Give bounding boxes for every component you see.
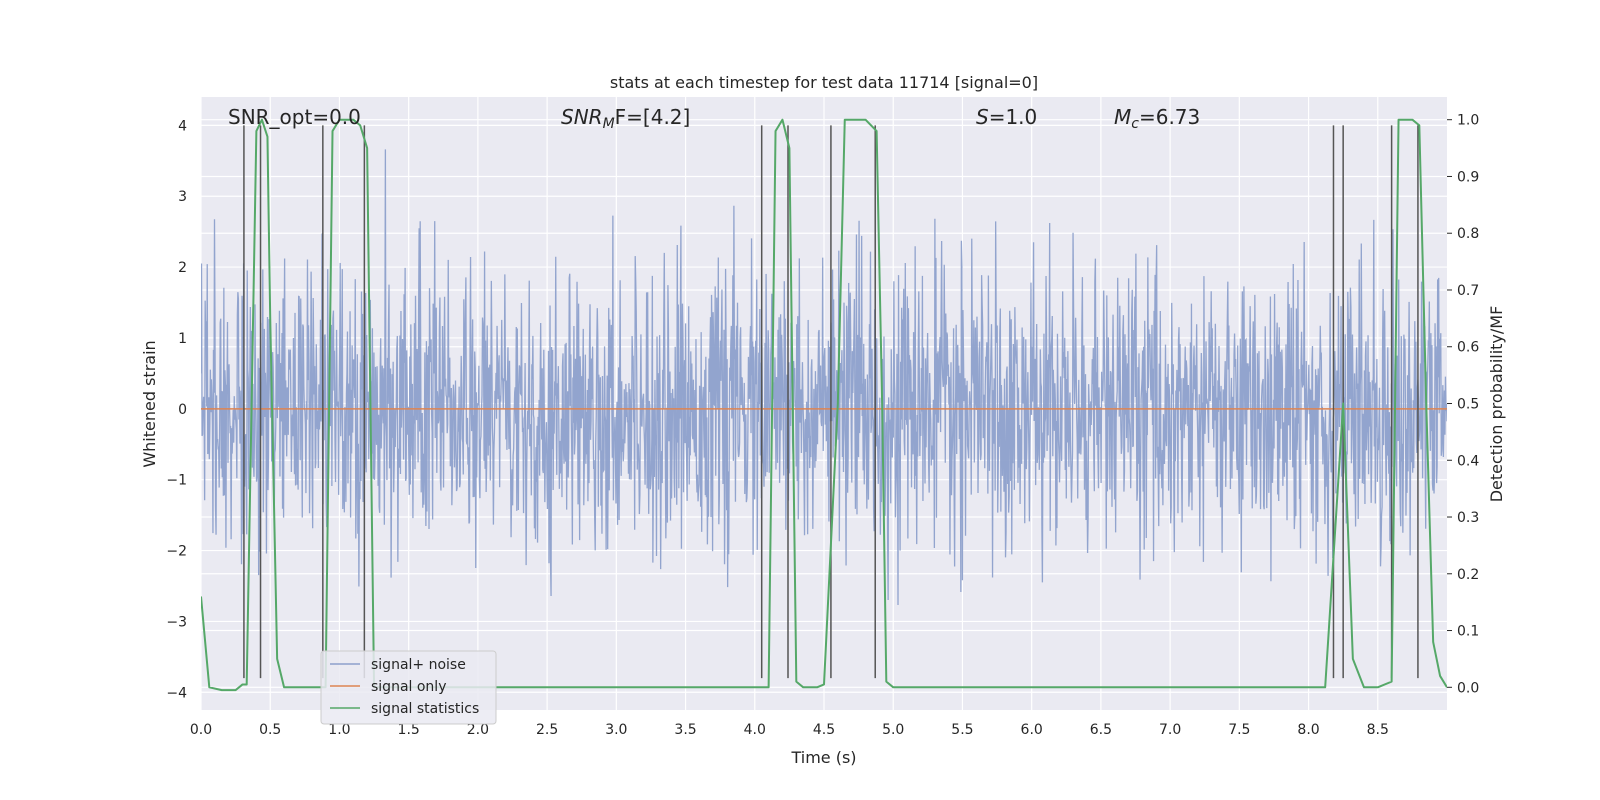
y-axis-label-right: Detection probability/MF [1487, 306, 1506, 503]
x-tick-label: 7.5 [1228, 722, 1250, 738]
x-tick-label: 6.5 [1090, 722, 1112, 738]
x-axis-label: Time (s) [790, 748, 856, 767]
y-tick-label: −1 [166, 473, 187, 489]
annotation-mc-suffix: =6.73 [1139, 105, 1200, 129]
y-right-tick-label: 0.1 [1457, 624, 1479, 640]
annotation-mc-prefix: M [1114, 105, 1131, 129]
legend-label-signal-only: signal only [371, 679, 446, 695]
y-tick-label: −2 [166, 544, 187, 560]
x-tick-label: 8.0 [1297, 722, 1319, 738]
signal-noise-line [201, 149, 1447, 605]
signal-noise-series [201, 149, 1447, 605]
annotation-mc: Mc=6.73 [1114, 105, 1200, 132]
x-tick-label: 4.5 [813, 722, 835, 738]
y-right-tick-label: 0.7 [1457, 283, 1479, 299]
x-tick-label: 1.0 [328, 722, 350, 738]
y-axis-label: Whitened strain [140, 340, 159, 467]
y-ticks: 4 3 2 1 0 −1 −2 −3 −4 [166, 118, 187, 701]
x-tick-label: 1.5 [398, 722, 420, 738]
vertical-markers [243, 125, 1419, 679]
x-tick-label: 3.0 [605, 722, 627, 738]
x-tick-label: 8.5 [1367, 722, 1389, 738]
y-right-tick-label: 1.0 [1457, 113, 1479, 129]
y-tick-label: −4 [166, 685, 187, 701]
y-tick-label: 2 [178, 260, 187, 276]
x-ticks: 0.0 0.5 1.0 1.5 2.0 2.5 3.0 3.5 4.0 4.5 5.0 5.5 6.0 6… [190, 722, 1389, 738]
annotation-snr-opt: SNR_opt=0.0 [228, 105, 361, 129]
y-right-tick-label: 0.8 [1457, 226, 1479, 242]
annotation-snr-mf: SNRMF=[4.2] [561, 105, 690, 132]
y-tick-label: −3 [166, 614, 187, 630]
x-tick-label: 0.5 [259, 722, 281, 738]
legend-box [320, 650, 497, 725]
x-tick-label: 7.0 [1159, 722, 1181, 738]
y-right-tick-label: 0.4 [1457, 453, 1479, 469]
x-tick-label: 0.0 [190, 722, 212, 738]
y-tick-label: 1 [178, 331, 187, 347]
y-right-tick-label: 0.0 [1457, 680, 1479, 696]
signal-statistics-line [201, 118, 1447, 692]
y-ticks-right: 1.0 0.9 0.8 0.7 0.6 0.5 0.4 0.3 0.2 0.1 0.0 [1447, 113, 1479, 696]
x-tick-label: 5.5 [951, 722, 973, 738]
x-tick-label: 2.5 [536, 722, 558, 738]
x-tick-label: 4.0 [744, 722, 766, 738]
annotation-s: S=1.0 [976, 105, 1037, 129]
y-tick-label: 0 [178, 402, 187, 418]
y-right-tick-label: 0.6 [1457, 340, 1479, 356]
annotation-mc-sub: c [1131, 116, 1139, 132]
annotation-snr-mf-sub: M [603, 116, 615, 132]
x-tick-label: 3.5 [674, 722, 696, 738]
y-right-tick-label: 0.3 [1457, 510, 1479, 526]
y-right-tick-label: 0.5 [1457, 397, 1479, 413]
signal-statistics-series [201, 118, 1447, 692]
x-tick-label: 2.0 [467, 722, 489, 738]
annotation-snr-mf-prefix: SNR [561, 105, 603, 129]
chart-title: stats at each timestep for test data 117… [610, 73, 1038, 92]
legend-label-signal-noise: signal+ noise [371, 657, 466, 673]
y-right-tick-label: 0.2 [1457, 567, 1479, 583]
x-tick-label: 5.0 [882, 722, 904, 738]
x-tick-label: 6.0 [1021, 722, 1043, 738]
annotation-s-prefix: S [976, 105, 989, 129]
legend: signal+ noise signal only signal statist… [320, 650, 497, 725]
annotation-s-suffix: =1.0 [989, 105, 1038, 129]
y-tick-label: 3 [178, 189, 187, 205]
annotation-snr-mf-suffix: F=[4.2] [615, 105, 691, 129]
legend-label-signal-statistics: signal statistics [371, 701, 479, 717]
y-tick-label: 4 [178, 118, 187, 134]
y-right-tick-label: 0.9 [1457, 169, 1479, 185]
